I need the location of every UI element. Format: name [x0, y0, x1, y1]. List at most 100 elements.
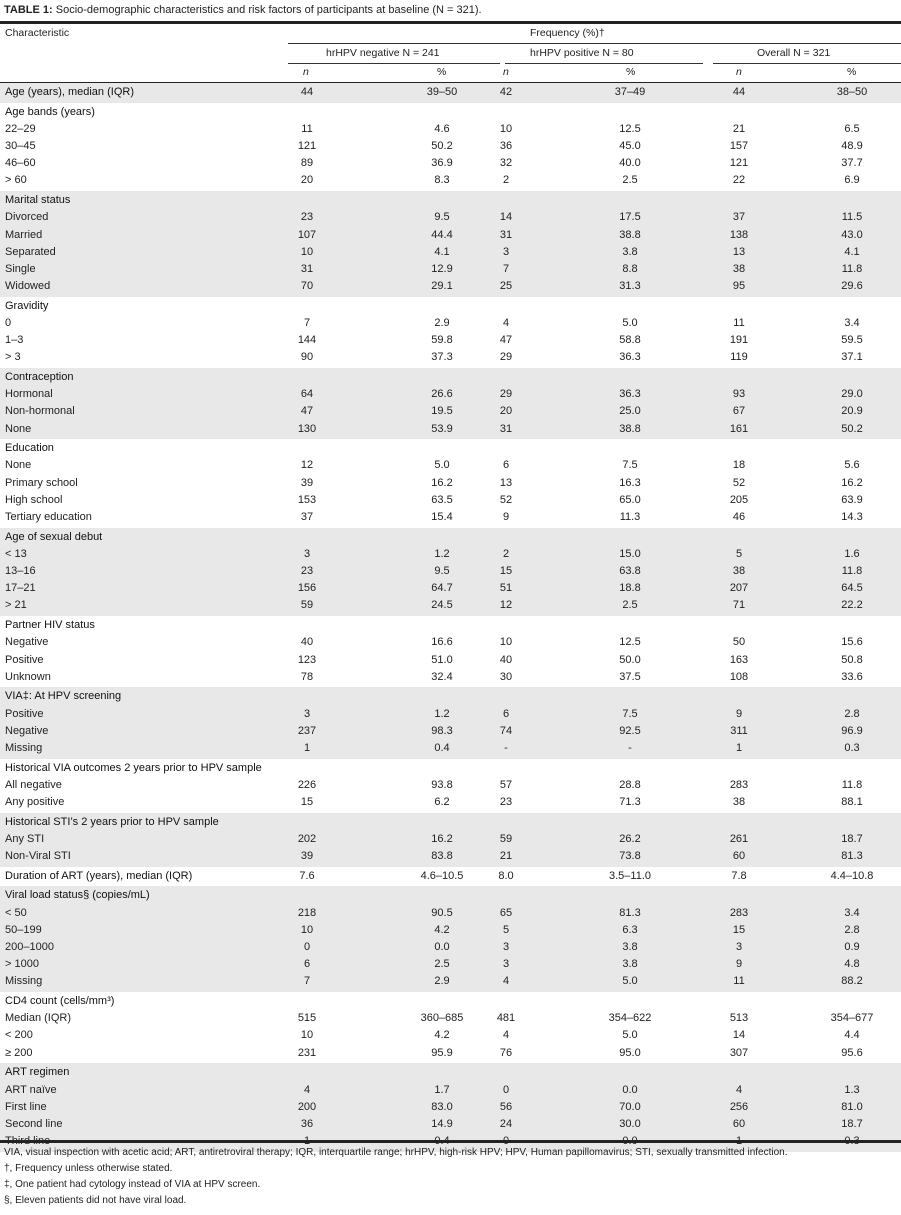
cell-n: 56: [499, 1100, 513, 1113]
cell-percent: 12.5: [619, 636, 641, 649]
table-row: Median (IQR) 515 360–685 481 354–622 513 354–6…: [0, 1010, 901, 1027]
cell-percent: 16.3: [619, 476, 641, 489]
cell-n: 226: [297, 778, 317, 791]
cell-percent: 3.5–11.0: [608, 869, 651, 882]
cell-percent: 1.3: [844, 1083, 860, 1096]
cell-n: 42: [499, 86, 513, 98]
cell-percent: 83.0: [431, 1100, 453, 1113]
cell-n: 0: [502, 1083, 510, 1096]
cell-percent: 1.2: [434, 547, 450, 560]
cell-percent: 3.8: [622, 245, 638, 258]
table-row: 200–1000 0 0.0 3 3.8 3 0.9: [0, 939, 901, 956]
section-header-row: Historical VIA outcomes 2 years prior to…: [0, 760, 901, 777]
cell-percent: 93.8: [431, 778, 453, 791]
cell-percent: 37.5: [619, 670, 641, 683]
cell-percent: 39–50: [426, 86, 458, 98]
header-divider: [288, 43, 901, 44]
cell-percent: 37–49: [614, 86, 646, 98]
cell-percent: 37.7: [841, 157, 863, 170]
cell-percent: 2.9: [434, 975, 450, 988]
cell-n: 10: [300, 923, 314, 936]
row-label: Missing: [5, 975, 43, 988]
section-title: Duration of ART (years), median (IQR): [5, 869, 193, 882]
cell-percent: 29.0: [841, 388, 863, 401]
cell-n: 36: [300, 1117, 314, 1130]
cell-n: 153: [297, 493, 317, 506]
caption-text: Socio-demographic characteristics and ri…: [55, 4, 482, 16]
cell-percent: 4.1: [844, 245, 860, 258]
table-section: Partner HIV status Negative 40 16.6 10 12.5 50…: [0, 616, 901, 687]
cell-percent: 354–677: [830, 1012, 874, 1025]
cell-n: 9: [735, 707, 743, 720]
section-header-row: Contraception: [0, 369, 901, 386]
cell-n: 25: [499, 280, 513, 293]
cell-percent: 36.9: [431, 157, 453, 170]
table-row: Second line 36 14.9 24 30.0 60 18.7: [0, 1116, 901, 1133]
cell-n: 0: [303, 941, 311, 953]
table-row: Single 31 12.9 7 8.8 38 11.8: [0, 261, 901, 278]
cell-n: 163: [729, 653, 749, 666]
row-label: Any STI: [5, 832, 45, 845]
cell-n: 20: [499, 405, 513, 418]
cell-n: 8.0: [498, 869, 514, 882]
section-header-row: Age bands (years): [0, 104, 901, 121]
cell-n: 5: [502, 923, 510, 936]
cell-percent: 12.9: [431, 262, 453, 275]
table-row: Non-hormonal 47 19.5 20 25.0 67 20.9: [0, 403, 901, 420]
cell-percent: 65.0: [619, 493, 641, 506]
cell-percent: 2.8: [844, 923, 860, 936]
cell-n: 20: [300, 174, 314, 187]
table-row: Any positive 15 6.2 23 71.3 38 88.1: [0, 794, 901, 811]
row-label: All negative: [5, 778, 62, 791]
cell-percent: 3.4: [844, 316, 860, 329]
cell-n: 14: [499, 211, 513, 224]
cell-percent: 95.9: [431, 1046, 453, 1059]
table-section: Historical VIA outcomes 2 years prior to…: [0, 759, 901, 813]
cell-n: 71: [732, 599, 746, 612]
cell-n: 7: [303, 975, 311, 988]
header-group-overall: Overall N = 321: [757, 47, 831, 59]
table-row: Positive 123 51.0 40 50.0 163 50.8: [0, 652, 901, 669]
cell-percent: 19.5: [431, 405, 453, 418]
cell-percent: 11.8: [841, 565, 863, 578]
cell-n: 50: [732, 636, 746, 649]
table-section: Duration of ART (years), median (IQR) 7.6…: [0, 867, 901, 887]
cell-percent: 360–685: [420, 1012, 464, 1025]
cell-n: 31: [499, 422, 513, 435]
cell-percent: 22.2: [841, 599, 863, 612]
cell-percent: 50.8: [841, 653, 863, 666]
table-row: 1–3 144 59.8 47 58.8 191 59.5: [0, 332, 901, 349]
section-header-row: Age of sexual debut: [0, 529, 901, 546]
table-row: Any STI 202 16.2 59 26.2 261 18.7: [0, 831, 901, 848]
cell-n: 29: [499, 388, 513, 401]
table-section: Age (years), median (IQR) 44 39–50 42 37–49 4…: [0, 83, 901, 103]
cell-n: 23: [300, 211, 314, 224]
header-divider: [505, 63, 703, 64]
cell-n: 70: [300, 280, 314, 293]
cell-n: 21: [499, 850, 513, 863]
subcol-n: n: [303, 66, 309, 78]
cell-n: 38: [732, 565, 746, 578]
cell-percent: 1.2: [434, 707, 450, 720]
section-header-row: Historical STI’s 2 years prior to HPV sa…: [0, 814, 901, 831]
cell-percent: 38.8: [619, 422, 641, 435]
cell-percent: 71.3: [619, 796, 641, 808]
cell-percent: 25.0: [619, 405, 641, 418]
cell-n: 7: [303, 316, 311, 329]
cell-n: 7: [502, 262, 510, 275]
cell-n: 31: [499, 228, 513, 241]
row-label: First line: [5, 1100, 47, 1113]
cell-n: 59: [300, 599, 314, 612]
section-header-row: Viral load status§ (copies/mL): [0, 887, 901, 904]
cell-n: 38: [732, 262, 746, 275]
cell-n: 18: [732, 459, 746, 472]
cell-percent: 38–50: [836, 86, 868, 98]
subcol-percent: %: [437, 66, 447, 78]
cell-percent: 4.6–10.5: [420, 869, 464, 882]
row-label: 30–45: [5, 140, 36, 153]
cell-n: 4: [502, 1029, 510, 1042]
table-row: Negative 40 16.6 10 12.5 50 15.6: [0, 634, 901, 651]
cell-n: 2: [502, 547, 510, 560]
table-row: Positive 3 1.2 6 7.5 9 2.8: [0, 706, 901, 723]
cell-n: 231: [297, 1046, 317, 1059]
